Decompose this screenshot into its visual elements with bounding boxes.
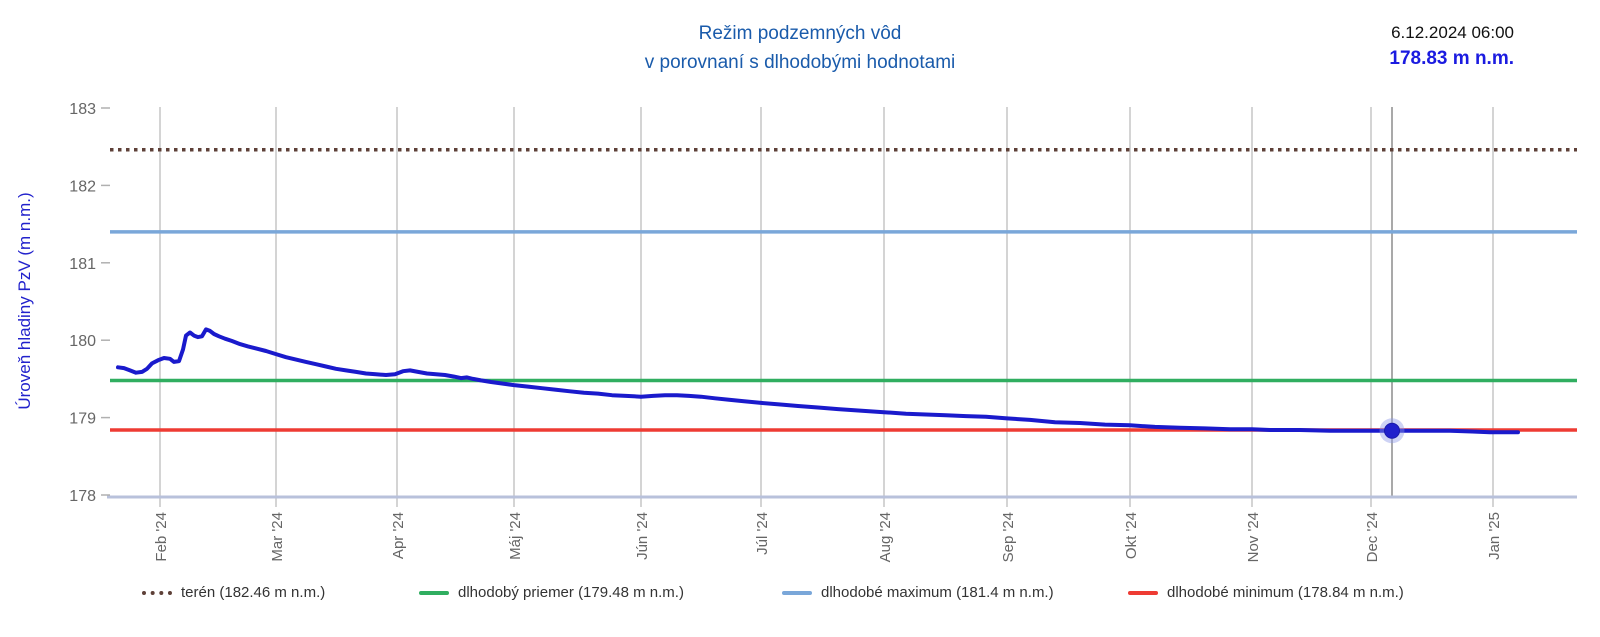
chart-title-line2: v porovnaní s dlhodobými hodnotami xyxy=(644,52,956,73)
y-tick-label: 183 xyxy=(69,101,96,118)
y-axis-title: Úroveň hladiny PzV (m n.m.) xyxy=(15,192,34,409)
y-tick-label: 179 xyxy=(69,411,96,428)
y-tick-label: 178 xyxy=(69,488,96,505)
legend-item-teren[interactable]: terén (182.46 m n.m.) xyxy=(142,584,325,601)
x-tick-label: Nov '24 xyxy=(1245,512,1262,562)
x-tick-label: Jún '24 xyxy=(634,512,651,560)
current-value: 178.83 m n.m. xyxy=(1389,48,1514,69)
series-line xyxy=(116,327,1520,435)
legend-label-maximum: dlhodobé maximum (181.4 m n.m.) xyxy=(821,584,1054,601)
x-tick-label: Aug '24 xyxy=(877,512,894,562)
legend-item-dlhodobe-maximum[interactable]: dlhodobé maximum (181.4 m n.m.) xyxy=(782,584,1054,601)
legend-swatch-teren-icon xyxy=(142,590,172,595)
chart-title-line1: Režim podzemných vôd xyxy=(698,23,902,44)
legend-label-priemer: dlhodobý priemer (179.48 m n.m.) xyxy=(458,584,684,601)
x-tick-label: Máj '24 xyxy=(507,512,524,560)
x-tick-label: Júl '24 xyxy=(754,512,771,555)
current-point-marker[interactable] xyxy=(1384,422,1400,439)
x-tick-label: Feb '24 xyxy=(153,512,170,562)
y-tick-label: 180 xyxy=(69,333,96,350)
y-tick-label: 182 xyxy=(69,178,96,195)
legend-swatch-priemer-icon xyxy=(419,590,449,595)
legend-item-dlhodobe-minimum[interactable]: dlhodobé minimum (178.84 m n.m.) xyxy=(1128,584,1404,601)
x-tick-label: Mar '24 xyxy=(269,512,286,562)
header-current-reading: 6.12.2024 06:00 178.83 m n.m. xyxy=(1389,20,1514,72)
legend-label-minimum: dlhodobé minimum (178.84 m n.m.) xyxy=(1167,584,1404,601)
legend-swatch-minimum-icon xyxy=(1128,590,1158,595)
y-tick-label: 181 xyxy=(69,256,96,273)
legend-item-dlhodoby-priemer[interactable]: dlhodobý priemer (179.48 m n.m.) xyxy=(419,584,684,601)
current-timestamp: 6.12.2024 06:00 xyxy=(1391,23,1514,42)
x-tick-label: Dec '24 xyxy=(1364,512,1381,562)
x-tick-label: Okt '24 xyxy=(1123,512,1140,559)
x-tick-label: Apr '24 xyxy=(390,512,407,559)
chart-title: Režim podzemných vôd v porovnaní s dlhod… xyxy=(0,19,1600,77)
legend-swatch-maximum-icon xyxy=(782,590,812,595)
x-tick-label: Jan '25 xyxy=(1486,512,1503,560)
x-tick-label: Sep '24 xyxy=(1000,512,1017,562)
legend-label-teren: terén (182.46 m n.m.) xyxy=(181,584,326,601)
